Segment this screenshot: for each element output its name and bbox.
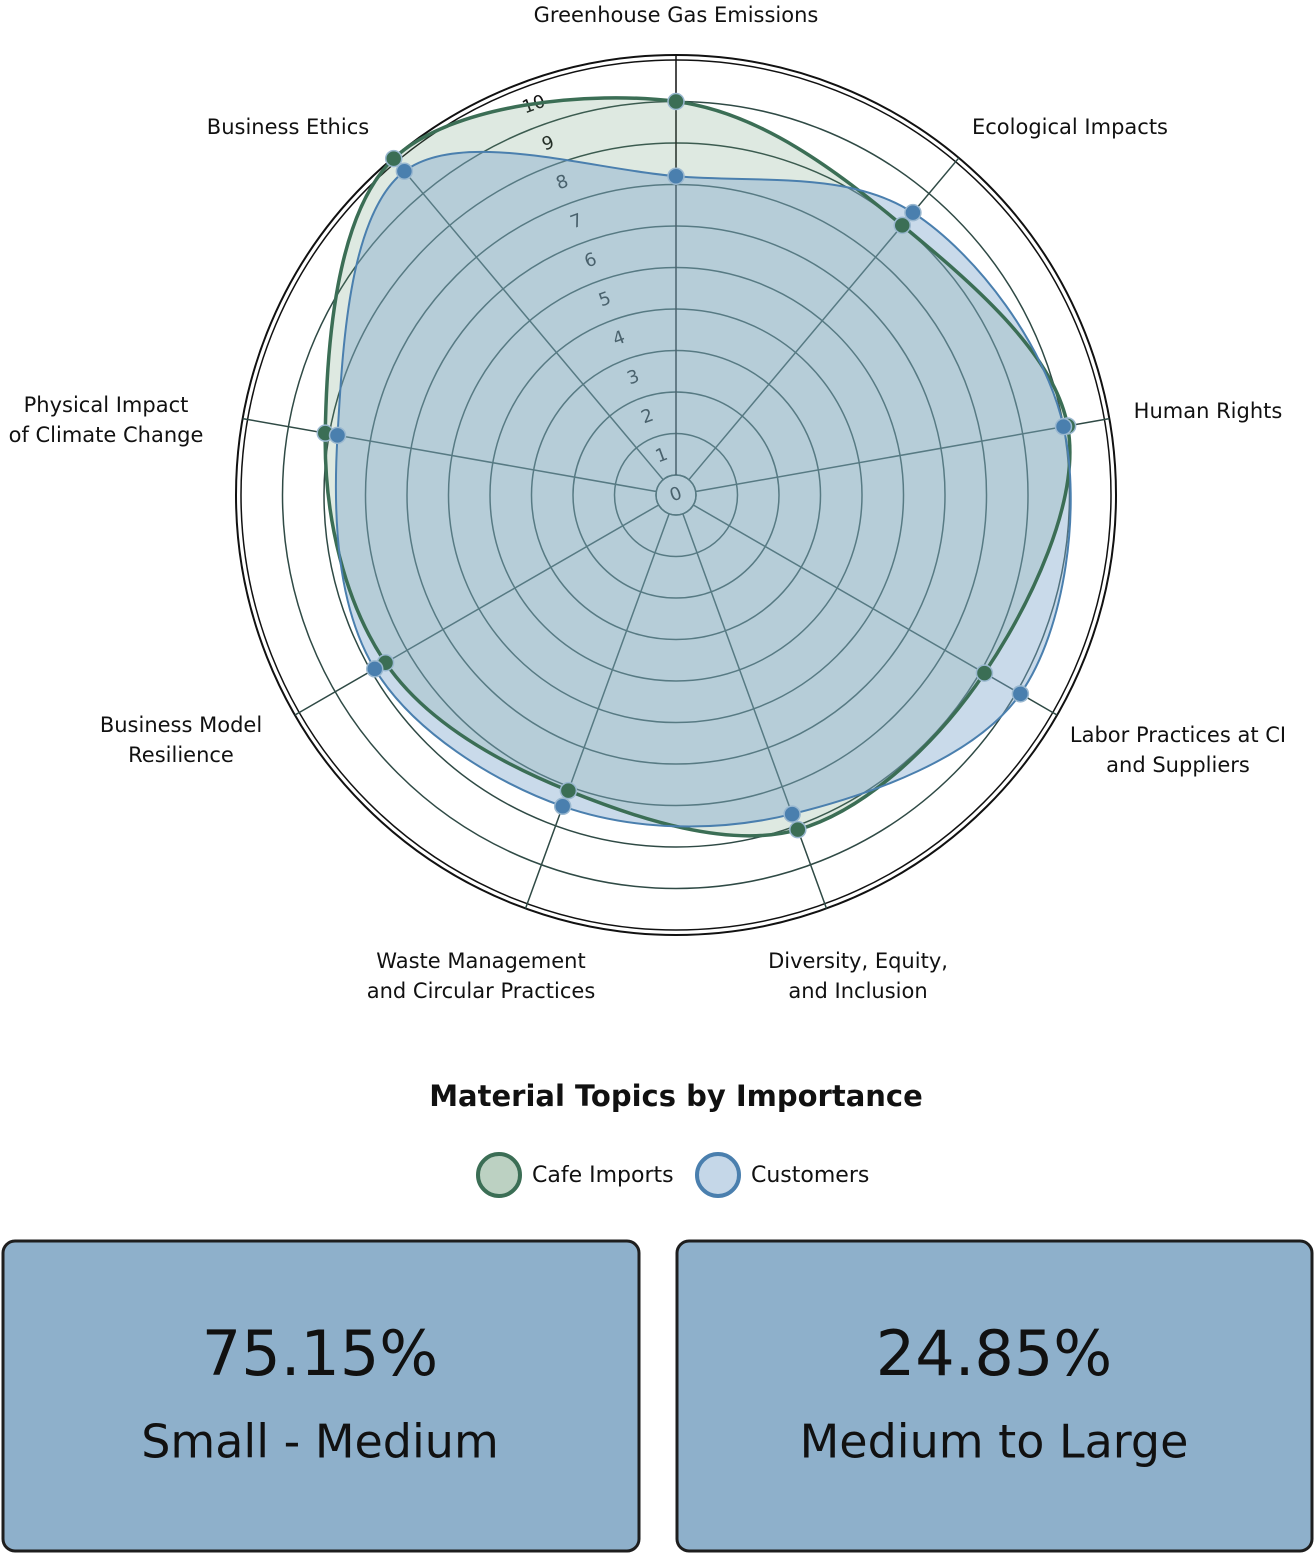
data-point [667, 92, 685, 111]
series-line [334, 150, 1072, 828]
series-area [325, 97, 1070, 836]
card-label: Small - Medium [141, 1415, 499, 1469]
category-label: Waste Management [376, 949, 585, 973]
data-point [553, 797, 572, 816]
chart-title: Material Topics by Importance [429, 1079, 923, 1113]
card-box [675, 1239, 1314, 1553]
card: 75.15% Small - Medium [1, 1239, 641, 1553]
card-label: Medium to Large [800, 1415, 1189, 1469]
legend-label: Cafe Imports [532, 1163, 674, 1188]
category-label: Greenhouse Gas Emissions [534, 3, 819, 27]
data-point [904, 203, 922, 222]
data-point [366, 660, 384, 678]
category-label: Ecological Impacts [972, 115, 1168, 139]
category-label: and Inclusion [788, 979, 927, 1003]
series-area [335, 151, 1071, 827]
category-label: Labor Practices at CI [1070, 723, 1286, 747]
spoke [294, 504, 660, 716]
data-point [667, 167, 685, 185]
spoke [682, 513, 828, 909]
category-label: Human Rights [1134, 399, 1283, 423]
data-point [559, 781, 578, 800]
category-label: Resilience [128, 743, 234, 767]
data-point [328, 426, 347, 445]
category-label: Diversity, Equity, [768, 949, 948, 973]
data-point [893, 216, 912, 235]
data-point [975, 664, 994, 682]
card-value: 75.15% [202, 1317, 438, 1390]
data-point [1011, 685, 1030, 703]
category-label: Business Model [100, 713, 262, 737]
legend-swatch [476, 1152, 522, 1198]
card-value: 24.85% [876, 1317, 1112, 1390]
category-label: of Climate Change [9, 423, 204, 447]
spoke [242, 417, 657, 493]
category-label: and Circular Practices [367, 979, 596, 1003]
spoke [692, 504, 1058, 716]
category-label: and Suppliers [1106, 753, 1250, 777]
data-point [384, 149, 403, 168]
spoke [695, 417, 1110, 493]
category-label: Physical Impact [24, 393, 189, 417]
data-point [783, 805, 801, 823]
category-label: Business Ethics [207, 115, 369, 139]
data-point [395, 162, 414, 181]
data-point [789, 820, 807, 839]
legend-label: Customers [751, 1163, 869, 1188]
spoke [392, 157, 664, 481]
spoke [524, 513, 670, 909]
data-point [1054, 417, 1073, 436]
card-box [1, 1239, 641, 1553]
card: 24.85% Medium to Large [675, 1239, 1314, 1553]
legend-swatch [695, 1152, 741, 1198]
